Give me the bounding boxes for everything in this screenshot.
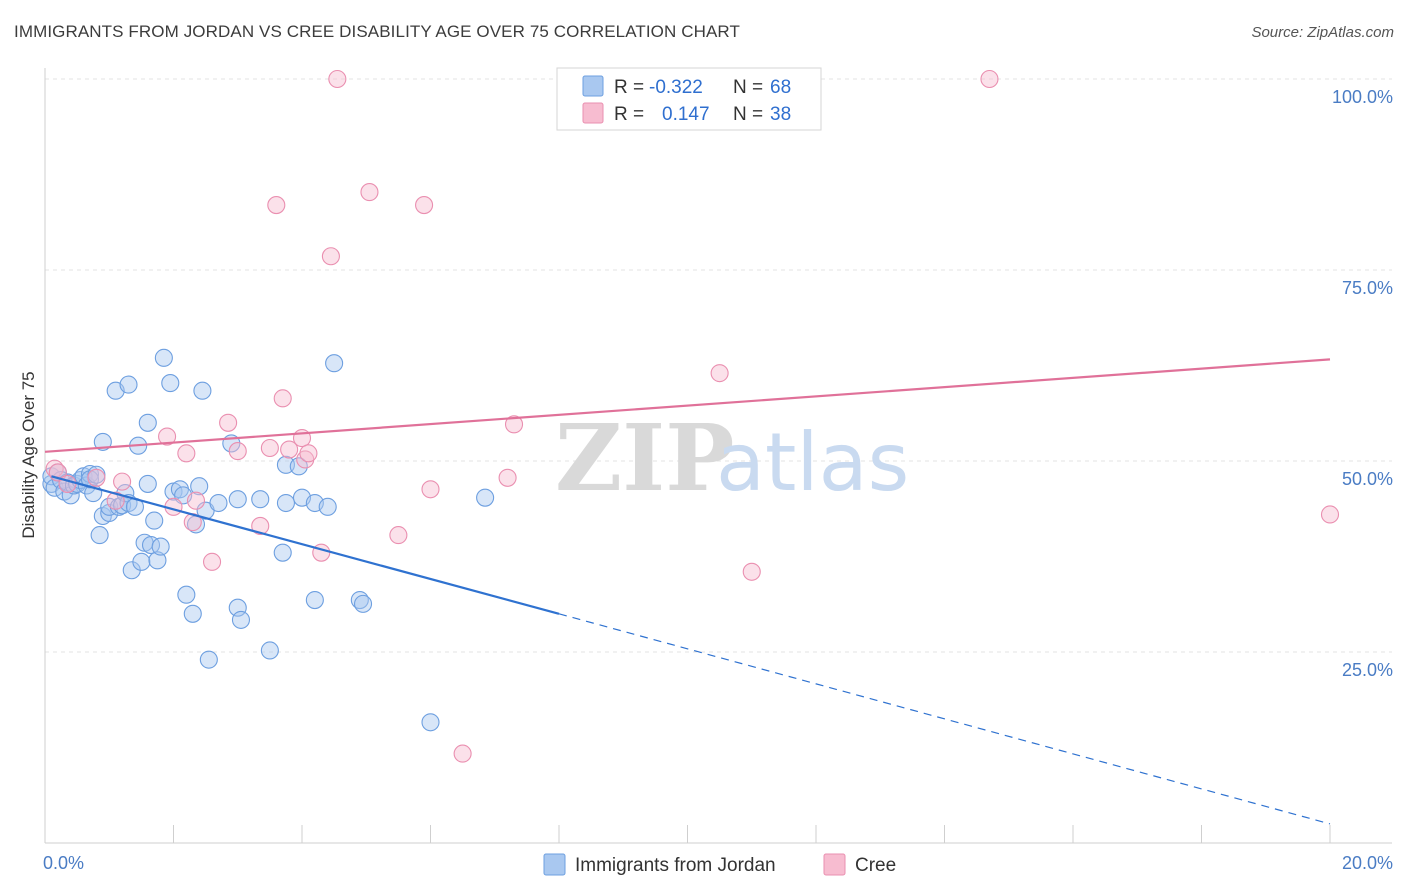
cree-point-34 — [980, 69, 999, 89]
jordan-point-7 — [61, 486, 80, 505]
y-tick-label-1: 50.0% — [1342, 469, 1393, 489]
source-label: Source: ZipAtlas.com — [1251, 24, 1394, 41]
jordan-point-55 — [228, 490, 247, 509]
jordan-point-69 — [421, 713, 440, 732]
chart-title: IMMIGRANTS FROM JORDAN VS CREE DISABILIT… — [14, 22, 740, 41]
jordan-point-44 — [177, 585, 196, 604]
cree-point-25 — [360, 183, 379, 202]
stats-legend: R = -0.322 N = 68 R = 0.147 N = 38 — [556, 67, 822, 131]
legend-n-label-cree: N = — [733, 104, 763, 125]
cree-point-11 — [203, 552, 222, 571]
legend-swatch-cree — [582, 102, 604, 124]
watermark-zip: ZIP — [555, 404, 734, 512]
cree-point-31 — [504, 415, 524, 434]
jordan-point-34 — [138, 474, 157, 493]
y-tick-label-2: 75.0% — [1342, 278, 1393, 298]
jordan-point-17 — [90, 526, 109, 545]
cree-point-35 — [1320, 505, 1340, 524]
jordan-point-27 — [119, 375, 138, 394]
legend-r-value-jordan: -0.322 — [649, 77, 703, 98]
jordan-point-31 — [132, 552, 151, 571]
jordan-point-39 — [154, 348, 173, 367]
series-legend-swatch-jordan — [543, 853, 566, 876]
jordan-point-37 — [148, 551, 167, 570]
jordan-point-63 — [305, 590, 324, 610]
jordan-trend-line — [51, 475, 560, 615]
grid-lines — [45, 78, 1392, 653]
cree-point-8 — [177, 444, 196, 463]
cree-point-6 — [158, 427, 177, 446]
cree-point-13 — [228, 442, 247, 461]
cree-point-12 — [219, 413, 238, 432]
jordan-point-40 — [161, 374, 180, 393]
cree-point-30 — [498, 468, 517, 487]
jordan-trend-extension — [558, 613, 1331, 825]
x-tick-labels: 0.0% 20.0% — [43, 853, 1393, 873]
y-tick-labels: 25.0% 50.0% 75.0% 100.0% — [1332, 87, 1393, 680]
jordan-point-36 — [145, 511, 164, 530]
data-points — [42, 69, 1340, 763]
trend-lines — [44, 358, 1331, 825]
cree-point-32 — [710, 364, 729, 383]
x-tick-label-1: 20.0% — [1342, 853, 1393, 873]
y-tick-label-3: 100.0% — [1332, 87, 1393, 107]
cree-point-29 — [453, 744, 472, 763]
cree-point-5 — [113, 472, 132, 491]
legend-r-label-jordan: R = — [614, 77, 644, 98]
cree-point-27 — [415, 196, 434, 215]
cree-point-10 — [186, 491, 206, 510]
jordan-point-57 — [260, 641, 279, 660]
legend-n-value-jordan: 68 — [770, 77, 791, 98]
cree-point-33 — [742, 562, 761, 581]
cree-point-17 — [273, 389, 292, 408]
jordan-point-18 — [93, 432, 112, 451]
watermark-atlas: atlas — [716, 416, 909, 509]
cree-point-3 — [87, 468, 106, 487]
y-axis-label: Disability Age Over 75 — [19, 371, 38, 538]
jordan-point-56 — [251, 490, 270, 509]
jordan-point-47 — [190, 477, 209, 496]
legend-swatch-jordan — [582, 75, 604, 97]
series-legend: Immigrants from Jordan Cree — [543, 853, 896, 876]
cree-point-18 — [280, 440, 299, 459]
series-legend-label-jordan: Immigrants from Jordan — [575, 855, 776, 876]
legend-r-label-cree: R = — [614, 104, 644, 125]
axes — [44, 68, 1392, 844]
jordan-point-51 — [209, 493, 228, 513]
jordan-point-33 — [138, 413, 157, 432]
cree-trend-line — [44, 358, 1331, 453]
jordan-point-68 — [353, 594, 373, 613]
jordan-point-38 — [151, 537, 170, 556]
cree-point-14 — [251, 516, 270, 535]
y-tick-label-0: 25.0% — [1342, 660, 1393, 680]
cree-point-23 — [321, 247, 340, 266]
jordan-point-50 — [199, 650, 218, 669]
jordan-point-48 — [193, 381, 212, 400]
cree-point-21 — [299, 444, 318, 463]
jordan-point-58 — [273, 543, 292, 562]
legend-n-label-jordan: N = — [733, 77, 763, 98]
jordan-point-66 — [318, 497, 337, 516]
jordan-point-60 — [276, 493, 295, 513]
cree-point-24 — [328, 69, 347, 89]
jordan-point-61 — [289, 457, 308, 476]
cree-point-26 — [389, 526, 408, 545]
series-legend-swatch-cree — [823, 853, 846, 876]
jordan-point-65 — [325, 354, 344, 373]
x-tick-label-0: 0.0% — [43, 853, 84, 873]
jordan-point-54 — [231, 610, 251, 629]
legend-n-value-cree: 38 — [770, 104, 791, 125]
jordan-point-35 — [141, 535, 161, 555]
jordan-point-70 — [476, 488, 495, 507]
cree-point-16 — [267, 196, 286, 215]
cree-point-28 — [421, 480, 440, 499]
jordan-point-45 — [183, 604, 202, 623]
series-legend-label-cree: Cree — [855, 855, 896, 876]
legend-r-value-cree: 0.147 — [662, 104, 710, 125]
cree-point-15 — [260, 438, 279, 458]
cree-point-4 — [106, 491, 125, 510]
